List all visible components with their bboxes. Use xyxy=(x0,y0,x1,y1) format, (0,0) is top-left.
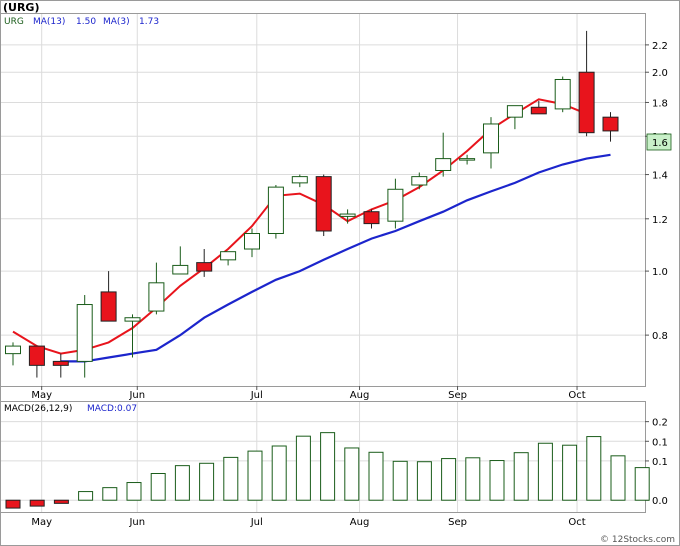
macd-bar xyxy=(320,432,336,501)
candle-body xyxy=(363,211,380,225)
price-x-tick-label: Jun xyxy=(128,390,145,401)
candle-body xyxy=(387,188,404,222)
candle-body xyxy=(459,158,476,161)
macd-bar xyxy=(174,465,190,501)
candle-body xyxy=(554,78,571,110)
price-x-tick-label: Sep xyxy=(448,390,467,401)
ma13-line xyxy=(60,153,611,363)
legend-ma3-value: 1.73 xyxy=(139,17,159,27)
macd-bar xyxy=(5,499,21,509)
macd-bar xyxy=(150,473,166,501)
price-y-tick-label: 1.8 xyxy=(652,98,668,109)
macd-y-tick-label: 0.1 xyxy=(652,437,668,448)
macd-bar xyxy=(562,444,578,501)
macd-bar xyxy=(610,455,626,501)
macd-bar-series xyxy=(5,432,650,509)
candle-body xyxy=(602,116,619,132)
macd-bar xyxy=(465,457,481,501)
candle-body xyxy=(435,158,452,171)
price-x-tick-label: Oct xyxy=(568,390,585,401)
candle-body xyxy=(578,71,595,134)
last-price-badge-bg xyxy=(646,133,672,151)
macd-x-tick-label: Sep xyxy=(448,517,467,528)
candle-body xyxy=(124,317,141,322)
macd-x-axis: May Jun Jul Aug Sep Oct xyxy=(31,517,585,528)
price-x-axis: May Jun Jul Aug Sep Oct xyxy=(31,386,586,401)
macd-bar xyxy=(537,442,553,501)
candle-body xyxy=(28,345,45,366)
macd-bar xyxy=(78,491,94,501)
macd-x-tick-label: Jul xyxy=(250,517,263,528)
legend-ma13-label: MA(13) xyxy=(33,17,65,27)
macd-bar xyxy=(295,435,311,501)
candle-body xyxy=(291,176,308,184)
price-x-tick-label: Aug xyxy=(350,390,370,401)
macd-bar xyxy=(126,482,142,501)
macd-x-tick-label: Jun xyxy=(128,517,145,528)
macd-legend-value: MACD:0.07 xyxy=(87,404,137,414)
macd-bar xyxy=(634,467,650,501)
candle-body xyxy=(52,360,69,366)
candle-body xyxy=(506,105,523,118)
macd-bar xyxy=(223,456,239,501)
macd-bar xyxy=(344,447,360,501)
macd-bar xyxy=(199,462,215,501)
macd-y-tick-label: 0.2 xyxy=(652,418,668,429)
macd-bar xyxy=(513,452,529,501)
price-y-tick-label: 1.0 xyxy=(652,267,668,278)
macd-bar xyxy=(271,445,287,501)
price-y-tick-label: 0.8 xyxy=(652,331,668,342)
macd-bar xyxy=(586,436,602,501)
legend-ma3-label: MA(3) xyxy=(103,17,130,27)
macd-y-tick-label: 0.1 xyxy=(652,457,668,468)
macd-panel: 0.2 0.1 0.1 0.0 May Jun Jul Aug Sep Oct MACD(26,… xyxy=(0,401,668,528)
candle-body xyxy=(315,176,332,232)
price-y-tick-label: 2.0 xyxy=(652,68,668,79)
macd-bar xyxy=(102,487,118,501)
price-legend: URG MA(13) 1.50 MA(3) 1.73 xyxy=(4,17,159,27)
macd-x-tick-label: Aug xyxy=(350,517,370,528)
candle-body xyxy=(411,176,428,186)
macd-legend-label: MACD(26,12,9) xyxy=(4,404,72,414)
macd-bar xyxy=(489,460,505,501)
macd-x-tick-label: Oct xyxy=(568,517,585,528)
price-panel: 2.2 2.0 1.8 1.6 1.4 1.2 1.0 0.8 May Jun Jul Aug Sep… xyxy=(0,1,672,401)
candle-body xyxy=(5,345,21,355)
price-y-tick-label: 1.2 xyxy=(652,215,668,226)
macd-bar xyxy=(368,451,384,501)
macd-bar xyxy=(416,461,432,501)
last-price-badge: 1.6 xyxy=(646,133,672,151)
macd-x-tick-label: May xyxy=(31,517,52,528)
macd-bar xyxy=(392,460,408,501)
candle-body xyxy=(100,291,117,322)
candle-body xyxy=(220,251,237,261)
macd-legend: MACD(26,12,9) MACD:0.07 xyxy=(4,404,137,414)
footer-credit: © 12Stocks.com xyxy=(600,535,675,545)
macd-y-tick-label: 0.0 xyxy=(652,496,668,507)
candle-body xyxy=(76,304,93,362)
candle-body xyxy=(196,262,213,272)
candle-body xyxy=(483,123,499,154)
chart-title: (URG) xyxy=(3,1,40,14)
price-x-tick-label: Jul xyxy=(250,390,263,401)
macd-bar xyxy=(441,458,457,501)
price-y-tick-label: 2.2 xyxy=(652,41,668,52)
macd-bar xyxy=(53,499,69,504)
candlestick-series xyxy=(5,30,619,378)
legend-ma13-value: 1.50 xyxy=(76,17,96,27)
macd-bar xyxy=(247,450,263,501)
candle-body xyxy=(530,106,547,115)
candle-body xyxy=(244,233,260,250)
price-x-tick-label: May xyxy=(31,390,52,401)
candle-body xyxy=(148,282,165,312)
candle-body xyxy=(339,213,356,217)
candle-body xyxy=(172,264,189,275)
price-y-tick-label: 1.4 xyxy=(652,171,668,182)
macd-bar xyxy=(29,499,45,507)
legend-symbol: URG xyxy=(4,17,24,27)
last-price-badge-text: 1.6 xyxy=(652,138,668,149)
price-gridlines xyxy=(1,14,645,386)
candle-body xyxy=(267,186,284,235)
